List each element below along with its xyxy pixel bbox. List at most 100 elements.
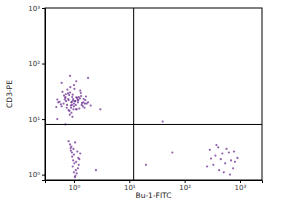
tick: 10⁰: [69, 180, 81, 192]
event-dot: [75, 80, 77, 82]
event-dot: [78, 107, 80, 109]
y-axis-title: CD3-PE: [5, 80, 14, 108]
tick-mark: [185, 180, 186, 183]
event-dot: [71, 101, 73, 103]
event-dot: [78, 164, 80, 166]
event-dot: [62, 102, 64, 104]
event-dot: [69, 86, 71, 88]
event-dot: [77, 101, 79, 103]
event-dot: [76, 172, 78, 174]
event-dot: [73, 84, 75, 86]
tick-label: 10⁰: [28, 171, 40, 179]
y-axis: 10⁰ 10¹ 10² 10³: [28, 5, 45, 181]
event-dot: [68, 110, 70, 112]
event-dot: [79, 152, 81, 154]
event-dot: [75, 169, 77, 171]
event-dot: [67, 140, 69, 142]
event-dot: [223, 171, 225, 173]
event-dot: [72, 98, 74, 100]
event-dot: [229, 174, 231, 176]
tick-mark: [42, 175, 45, 176]
event-dot: [76, 108, 78, 110]
event-dot: [162, 121, 164, 123]
event-dot: [215, 144, 217, 146]
event-dot: [80, 95, 82, 97]
event-dot: [78, 158, 80, 160]
event-dot: [72, 94, 74, 96]
axis-line: [42, 9, 46, 181]
event-dot: [67, 109, 69, 111]
event-dot: [66, 104, 68, 106]
event-dot: [220, 158, 222, 160]
event-dot: [70, 107, 72, 109]
tick-label: 10¹: [124, 184, 136, 192]
event-dot: [145, 164, 147, 166]
event-dot: [64, 97, 66, 99]
event-dot: [73, 105, 75, 107]
event-dot: [75, 104, 77, 106]
tick: 10¹: [28, 116, 45, 124]
event-dot: [171, 151, 173, 153]
event-dot: [72, 108, 74, 110]
event-dot: [85, 95, 87, 97]
event-dot: [70, 112, 72, 114]
event-dot: [69, 91, 71, 93]
event-dot: [69, 143, 71, 145]
event-dot: [68, 94, 70, 96]
event-dot: [81, 104, 83, 106]
event-dot: [89, 104, 91, 106]
event-dot: [60, 103, 62, 105]
event-dot: [65, 100, 67, 102]
gate-horizontal: [45, 124, 262, 125]
quadrant-gate: [45, 8, 262, 180]
tick: 10⁰: [28, 171, 45, 179]
event-dot: [83, 98, 85, 100]
tick: 10²: [28, 60, 45, 68]
event-dot: [78, 96, 80, 98]
tick-label: 10²: [179, 184, 191, 192]
event-dot: [228, 151, 230, 153]
tick-mark: [42, 64, 45, 65]
tick: 10¹: [124, 180, 136, 192]
event-dot: [73, 88, 75, 90]
event-dot: [99, 108, 101, 110]
event-dot: [69, 147, 71, 149]
event-dot: [61, 91, 63, 93]
event-dot: [75, 161, 77, 163]
tick-label: 10³: [28, 5, 40, 13]
x-axis-title: Bu-1-FITC: [136, 191, 172, 200]
event-dot: [69, 114, 71, 116]
event-dot: [232, 167, 234, 169]
event-dot: [84, 102, 86, 104]
event-dot: [71, 116, 73, 118]
event-dot: [75, 96, 77, 98]
event-dot: [210, 157, 212, 159]
event-dot: [66, 107, 68, 109]
event-dot: [80, 92, 82, 94]
event-dot: [73, 171, 75, 173]
event-dot: [206, 165, 208, 167]
event-dot: [72, 159, 74, 161]
tick-mark: [129, 180, 130, 183]
event-dot: [224, 162, 226, 164]
axis-line: [46, 181, 263, 184]
event-dot: [218, 169, 220, 171]
event-dot: [71, 96, 73, 98]
chart: 10⁰10¹10²10³10⁰10¹10²10³Bu-1-FITCCD3-PE: [0, 0, 300, 200]
tick-mark: [42, 8, 45, 9]
event-dot: [74, 100, 76, 102]
event-dot: [63, 94, 65, 96]
event-dot: [65, 93, 67, 95]
event-dot: [56, 98, 58, 100]
event-dot: [72, 165, 74, 167]
event-dot: [225, 148, 227, 150]
event-dot: [75, 108, 77, 110]
event-dot: [56, 118, 58, 120]
tick-label: 10⁰: [69, 184, 81, 192]
event-dot: [69, 75, 71, 77]
event-dot: [74, 141, 76, 143]
tick: 10²: [179, 180, 191, 192]
event-dot: [87, 77, 89, 79]
event-dot: [230, 159, 232, 161]
tick-label: 10²: [28, 60, 40, 68]
